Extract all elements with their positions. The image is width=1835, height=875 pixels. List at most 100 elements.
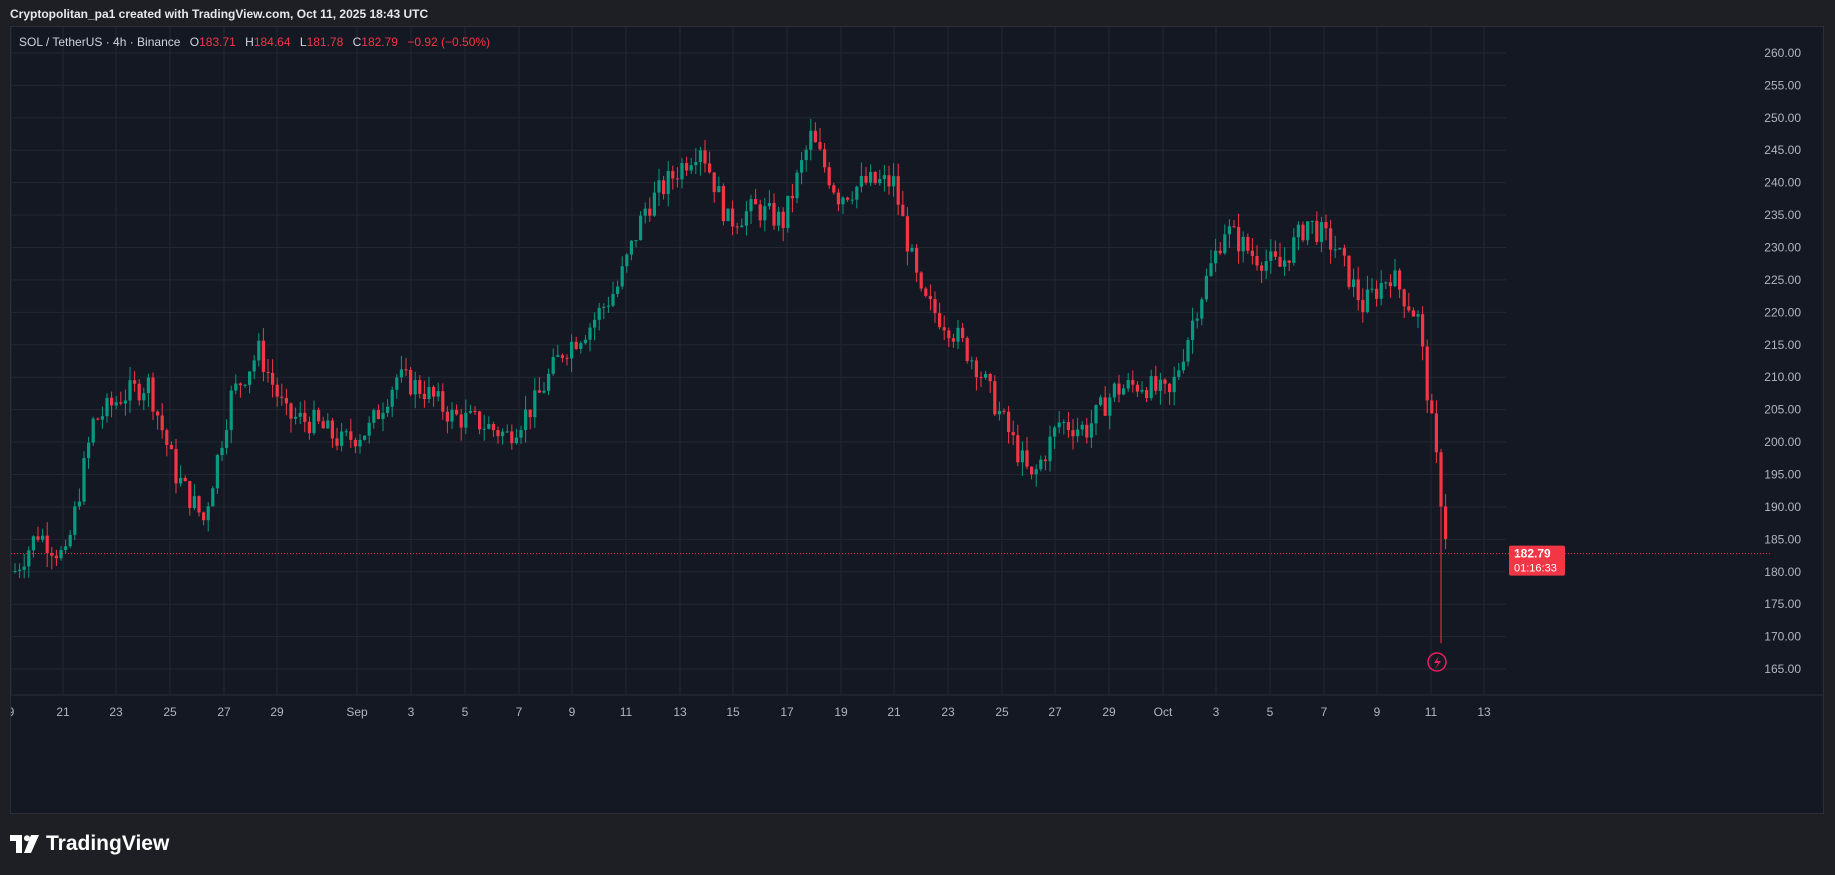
candle-body — [1186, 340, 1190, 362]
candle-body — [1421, 314, 1425, 347]
lightning-icon[interactable] — [1427, 652, 1447, 672]
x-tick-label: 5 — [1267, 705, 1274, 719]
candle-body — [257, 340, 261, 361]
candle-body — [1250, 250, 1254, 256]
x-tick-label: Oct — [1154, 705, 1173, 719]
lightning-icon-bolt — [1434, 656, 1441, 669]
candle-body — [275, 384, 279, 397]
candle-body — [1140, 390, 1144, 392]
candle-body — [703, 150, 707, 164]
candle-body — [261, 340, 265, 372]
candle-body — [206, 506, 210, 521]
close-label: C — [352, 35, 362, 49]
candle-body — [211, 488, 215, 507]
y-tick-label: 240.00 — [1764, 176, 1801, 190]
candle-body — [1149, 376, 1153, 399]
candle-body — [1062, 421, 1066, 423]
candle-body — [1439, 452, 1443, 507]
candle-body — [1310, 220, 1314, 222]
candle-body — [192, 496, 196, 509]
candle-body — [1108, 397, 1112, 416]
candle-body — [841, 197, 845, 205]
candle-body — [202, 512, 206, 521]
candle-body — [859, 175, 863, 187]
candle-body — [248, 371, 252, 385]
candle-body — [712, 172, 716, 193]
candle-body — [1071, 430, 1075, 437]
candle-body — [335, 438, 339, 446]
candle-body — [284, 397, 288, 404]
candle-body — [1007, 411, 1011, 433]
candle-body — [1163, 379, 1167, 384]
candlestick-chart[interactable]: 165.00 170.00 175.00 180.00 185.00 190.00 195.… — [11, 27, 1823, 813]
candle-body — [892, 176, 896, 187]
candle-body — [22, 566, 26, 570]
candle-body — [13, 570, 17, 572]
candle-body — [1020, 450, 1024, 463]
candle-body — [1338, 248, 1342, 250]
tradingview-logo-icon — [10, 835, 39, 853]
candle-body — [671, 171, 675, 179]
candle-body — [68, 534, 72, 547]
candle-body — [974, 360, 978, 378]
candle-body — [36, 536, 40, 540]
candle-body — [1356, 279, 1360, 301]
candle-body — [436, 391, 440, 397]
candle-body — [850, 199, 854, 201]
candle-body — [1444, 506, 1448, 540]
candle-body — [294, 416, 298, 419]
candle-body — [307, 421, 311, 434]
candle-body — [1172, 376, 1176, 393]
chart-panel[interactable]: 165.00 170.00 175.00 180.00 185.00 190.00 195.… — [10, 26, 1824, 814]
candle-body — [312, 409, 316, 434]
candle-body — [726, 208, 730, 222]
candle-body — [238, 383, 242, 386]
candle-body — [721, 186, 725, 222]
candle-body — [1232, 226, 1236, 228]
candle-body — [1168, 383, 1172, 393]
y-tick-label: 185.00 — [1764, 532, 1801, 546]
high-value: 184.64 — [253, 35, 291, 49]
candle-body — [188, 481, 192, 509]
candle-body — [1411, 310, 1415, 317]
candle-body — [524, 409, 528, 431]
candle-body — [767, 202, 771, 207]
x-tick-label: 9 — [1374, 705, 1381, 719]
price-axis[interactable] — [1506, 27, 1823, 813]
candle-body — [1154, 376, 1158, 391]
tradingview-logo[interactable]: TradingView — [10, 832, 169, 856]
candle-body — [795, 172, 799, 199]
candle-body — [997, 410, 1001, 415]
candle-body — [18, 569, 22, 571]
x-tick-label: 3 — [1213, 705, 1220, 719]
candle-body — [1430, 400, 1434, 414]
candle-body — [901, 204, 905, 217]
candle-body — [1034, 469, 1038, 475]
candle-body — [514, 437, 518, 444]
candle-body — [1214, 250, 1218, 264]
candle-body — [1342, 248, 1346, 256]
y-tick-label: 235.00 — [1764, 208, 1801, 222]
candle-body — [680, 163, 684, 180]
x-tick-label: 21 — [887, 705, 901, 719]
x-tick-label: 13 — [1477, 705, 1491, 719]
candle-body — [878, 179, 882, 184]
candle-body — [289, 403, 293, 419]
candle-body — [473, 411, 477, 413]
candle-body — [1425, 346, 1429, 401]
candle-body — [1011, 432, 1015, 436]
candle-body — [100, 416, 104, 420]
candle-body — [220, 447, 224, 456]
candle-body — [731, 208, 735, 227]
candle-body — [694, 162, 698, 166]
candle-body — [1080, 424, 1084, 430]
candle-body — [496, 430, 500, 437]
candle-body — [501, 431, 505, 437]
x-tick-label: 9 — [11, 705, 15, 719]
candle-body — [777, 211, 781, 226]
candle-body — [643, 208, 647, 216]
candle-body — [1273, 251, 1277, 257]
symbol-label[interactable]: SOL / TetherUS · 4h · Binance — [19, 35, 181, 49]
candle-body — [418, 380, 422, 394]
candle-body — [146, 377, 150, 394]
